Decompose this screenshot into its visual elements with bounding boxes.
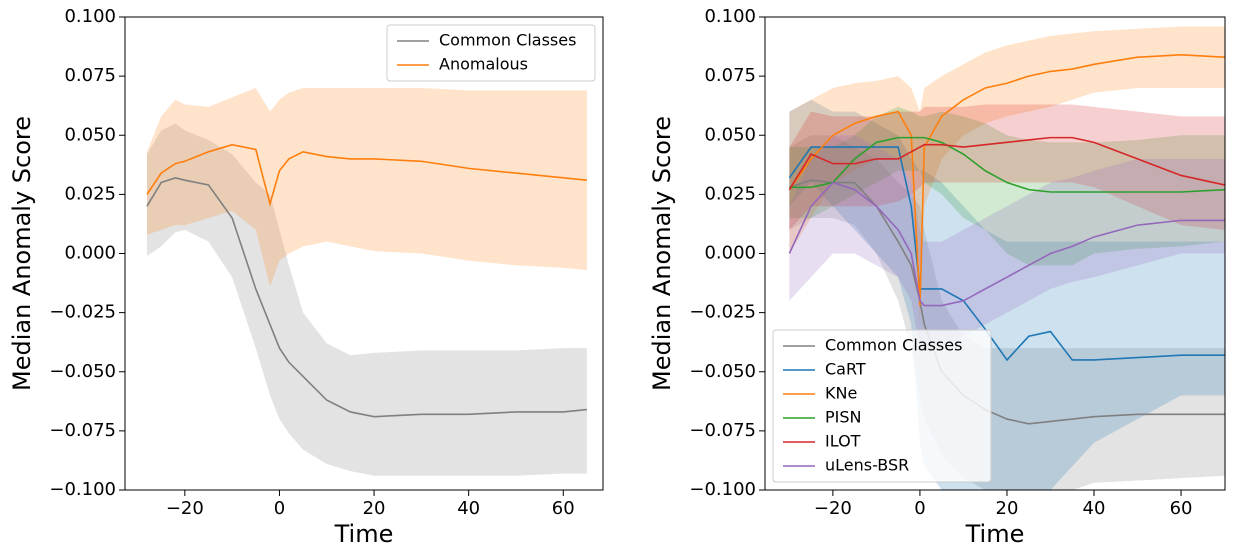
line — [788, 181, 1225, 307]
band — [789, 99, 1225, 491]
y-tick-label: 0.075 — [704, 65, 756, 86]
band — [789, 135, 1225, 349]
y-tick-label: −0.050 — [49, 361, 116, 382]
y-tick-label: 0.050 — [704, 124, 756, 145]
y-tick-label: 0.050 — [64, 124, 116, 145]
x-axis-label: Time — [334, 520, 394, 547]
line — [788, 146, 1225, 362]
x-tick-label: −20 — [166, 498, 204, 519]
x-axis-label: Time — [965, 520, 1025, 547]
y-tick-label: 0.100 — [64, 6, 116, 27]
legend-box — [772, 329, 992, 483]
legend: Common Classes Anomalous — [386, 24, 596, 82]
legend-box — [386, 24, 596, 82]
x-tick-label: 60 — [1170, 498, 1193, 519]
band — [789, 135, 1225, 490]
y-tick-label: −0.025 — [689, 302, 756, 323]
legend-label: KNe — [825, 384, 857, 403]
line — [146, 176, 587, 418]
x-tick-label: 40 — [457, 498, 480, 519]
line — [788, 54, 1225, 306]
band — [146, 123, 587, 476]
y-tick-label: 0.025 — [704, 183, 756, 204]
line — [789, 136, 1225, 193]
plot — [788, 26, 1225, 491]
y-tick-label: 0.025 — [64, 183, 116, 204]
y-tick-label: −0.100 — [689, 479, 756, 500]
y-tick-label: 0.000 — [64, 243, 116, 264]
y-tick-label: −0.025 — [49, 302, 116, 323]
x-tick-label: 60 — [552, 498, 575, 519]
y-tick-label: 0.000 — [704, 243, 756, 264]
y-tick-label: −0.100 — [49, 479, 116, 500]
y-tick-label: −0.050 — [689, 361, 756, 382]
band — [146, 87, 587, 287]
y-axis-label: Median Anomaly Score — [8, 116, 36, 391]
x-tick-label: 40 — [1083, 498, 1106, 519]
legend-label: PISN — [825, 408, 862, 427]
legend-label: CaRT — [825, 360, 866, 379]
legend-label: Anomalous — [439, 55, 528, 74]
legend-label: Common Classes — [825, 336, 962, 355]
x-tick-label: 0 — [274, 498, 285, 519]
x-tick-label: 0 — [914, 498, 925, 519]
plot — [146, 87, 587, 476]
y-axis-label: Median Anomaly Score — [648, 116, 676, 391]
legend-label: Common Classes — [439, 31, 576, 50]
x-tick-label: −20 — [814, 498, 852, 519]
y-tick-label: 0.100 — [704, 6, 756, 27]
legend-label: ILOT — [825, 432, 861, 451]
y-tick-label: −0.075 — [689, 420, 756, 441]
x-tick-label: 20 — [996, 498, 1019, 519]
legend-label: uLens-BSR — [825, 456, 909, 475]
legend: Common Classes CaRT KNe PISN ILOT uLens-BSR — [772, 329, 992, 483]
band — [789, 26, 1225, 325]
line — [146, 143, 587, 207]
line — [788, 136, 1225, 191]
y-tick-label: −0.075 — [49, 420, 116, 441]
y-tick-label: 0.075 — [64, 65, 116, 86]
x-tick-label: 20 — [363, 498, 386, 519]
band — [789, 104, 1225, 230]
